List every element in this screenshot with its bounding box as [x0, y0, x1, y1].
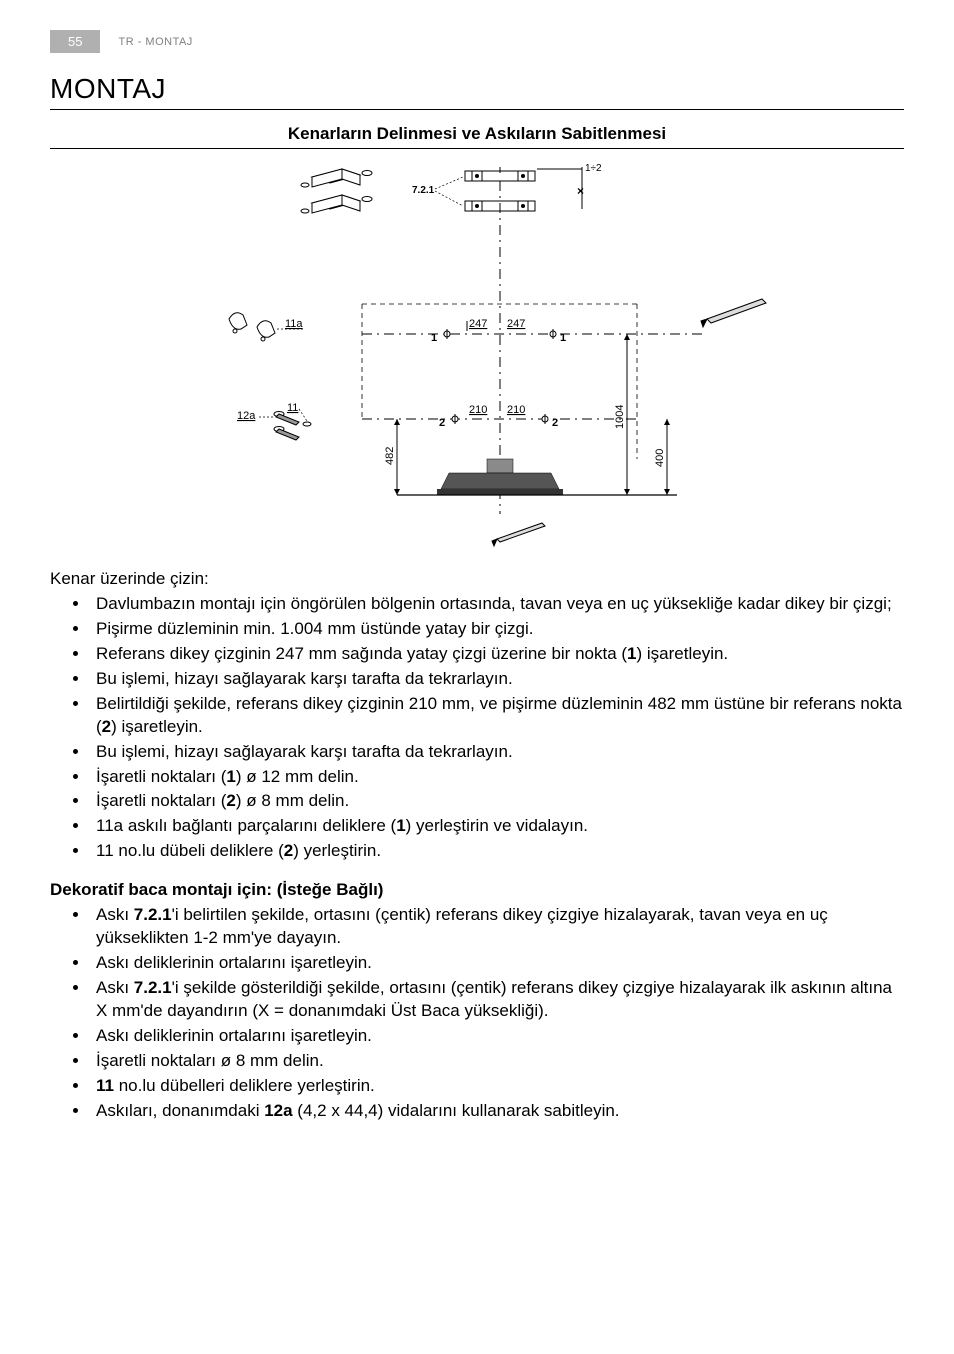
section-divider	[50, 148, 904, 149]
diagram-label-11: 11	[287, 402, 298, 414]
list-item: Askı 7.2.1'i belirtilen şekilde, ortasın…	[90, 904, 904, 950]
section-subtitle-2: Dekoratif baca montajı için: (İsteğe Bağ…	[50, 879, 904, 902]
list-item: Belirtildiği şekilde, referans dikey çiz…	[90, 693, 904, 739]
diagram-dim-210l: 210	[469, 404, 487, 416]
list-item: 11a askılı bağlantı parçalarını delikler…	[90, 815, 904, 838]
section-heading: Kenarların Delinmesi ve Askıların Sabitl…	[50, 124, 904, 144]
list-item: 11 no.lu dübelleri deliklere yerleştirin…	[90, 1075, 904, 1098]
diagram-dim-482: 482	[384, 447, 396, 465]
page-number: 55	[50, 30, 100, 53]
diagram-mark-2l: 2	[439, 417, 445, 429]
list-item: Askı 7.2.1'i şekilde gösterildiği şekild…	[90, 977, 904, 1023]
diagram-dim-1004: 1004	[614, 405, 626, 429]
diagram-dim-210r: 210	[507, 404, 525, 416]
list-item: Askı deliklerinin ortalarını işaretleyin…	[90, 952, 904, 975]
list-item: İşaretli noktaları (2) ø 8 mm delin.	[90, 790, 904, 813]
diagram-x-mark: ×	[577, 184, 584, 198]
diagram-label-12a: 12a	[237, 410, 256, 422]
diagram-dim-400: 400	[654, 449, 666, 467]
mounting-diagram: 1÷2 × 7.2.1	[50, 159, 904, 554]
breadcrumb: TR - MONTAJ	[118, 36, 192, 48]
list-item: Pişirme düzleminin min. 1.004 mm üstünde…	[90, 618, 904, 641]
list-item: 11 no.lu dübeli deliklere (2) yerleştiri…	[90, 840, 904, 863]
page-header: 55 TR - MONTAJ	[50, 30, 904, 53]
intro-text: Kenar üzerinde çizin:	[50, 568, 904, 591]
diagram-label-top: 1÷2	[585, 163, 602, 174]
diagram-mark-1r: 1	[560, 332, 566, 344]
list-item: Davlumbazın montajı için öngörülen bölge…	[90, 593, 904, 616]
list-item: Bu işlemi, hizayı sağlayarak karşı taraf…	[90, 741, 904, 764]
diagram-mark-2r: 2	[552, 417, 558, 429]
list-item: İşaretli noktaları ø 8 mm delin.	[90, 1050, 904, 1073]
diagram-dim-247r: 247	[507, 318, 525, 330]
diagram-mark-1l: 1	[431, 332, 437, 344]
diagram-dim-247l: 247	[469, 318, 487, 330]
diagram-label-721: 7.2.1	[412, 185, 435, 196]
list-item: Bu işlemi, hizayı sağlayarak karşı taraf…	[90, 668, 904, 691]
instruction-list-2: Askı 7.2.1'i belirtilen şekilde, ortasın…	[50, 904, 904, 1122]
list-item: Askı deliklerinin ortalarını işaretleyin…	[90, 1025, 904, 1048]
list-item: Referans dikey çizginin 247 mm sağında y…	[90, 643, 904, 666]
list-item: İşaretli noktaları (1) ø 12 mm delin.	[90, 766, 904, 789]
diagram-label-11a: 11a	[285, 318, 303, 330]
title-divider	[50, 109, 904, 110]
instruction-list-1: Davlumbazın montajı için öngörülen bölge…	[50, 593, 904, 863]
page-title: MONTAJ	[50, 73, 904, 105]
list-item: Askıları, donanımdaki 12a (4,2 x 44,4) v…	[90, 1100, 904, 1123]
